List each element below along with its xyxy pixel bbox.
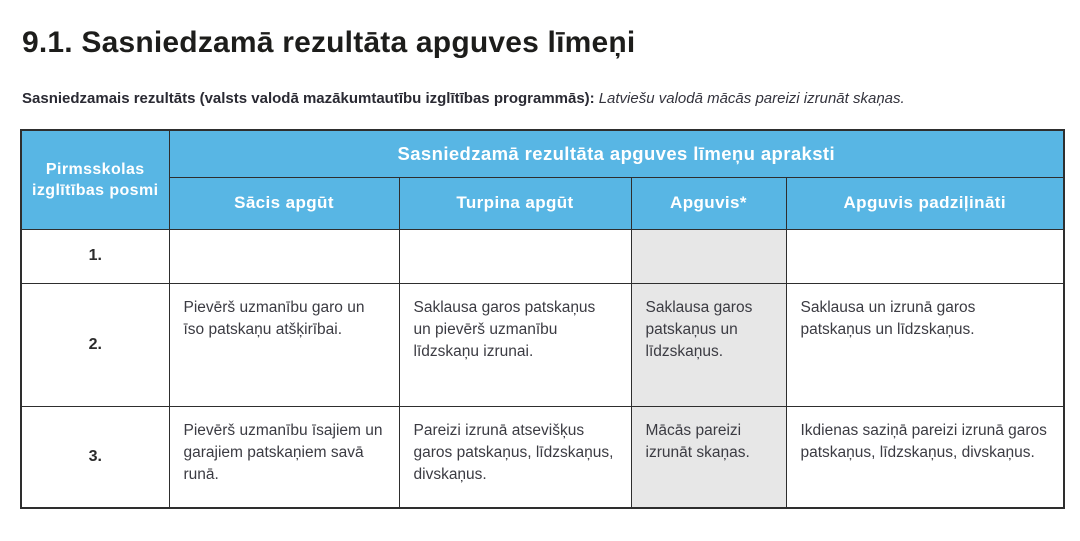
level-cell-padzilinati <box>785 228 1065 284</box>
level-cell-apguvis: Mācās pareizi izrunāt skaņas. <box>630 405 787 509</box>
stage-cell: 1. <box>20 228 170 284</box>
table-row-stage-2: 2. Pievērš uzmanību garo un īso patskaņu… <box>20 282 1065 407</box>
level-cell-sacis: Pievērš uzmanību īsajiem un garajiem pat… <box>168 405 400 509</box>
level-cell-padzilinati: Saklausa un izrunā garos patskaņus un lī… <box>785 282 1065 407</box>
level-cell-sacis: Pievērš uzmanību garo un īso patskaņu at… <box>168 282 400 407</box>
column-header-sacis-apgut: Sācis apgūt <box>168 176 400 230</box>
table-header-row-levels: Sācis apgūt Turpina apgūt Apguvis* Apguv… <box>21 176 1065 230</box>
column-header-stages: Pirmsskolas izglītības posmi <box>20 129 170 230</box>
level-cell-padzilinati: Ikdienas saziņā pareizi izrunā garos pat… <box>785 405 1065 509</box>
achievement-levels-table: Pirmsskolas izglītības posmi Sasniedzamā… <box>20 129 1065 509</box>
achievement-subtitle: Sasniedzamais rezultāts (valsts valodā m… <box>22 90 1060 107</box>
level-cell-turpina <box>398 228 632 284</box>
document-page: 9.1. Sasniedzamā rezultāta apguves līmeņ… <box>20 26 1065 509</box>
table-row-stage-3: 3. Pievērš uzmanību īsajiem un garajiem … <box>20 405 1065 509</box>
column-header-apguvis-padzilinati: Apguvis padziļināti <box>785 176 1065 230</box>
stage-cell: 3. <box>20 405 170 509</box>
table-row-stage-1: 1. <box>20 228 1065 284</box>
table-body: 1. 2. Pievērš uzmanību garo un īso patsk… <box>20 228 1065 509</box>
level-cell-turpina: Saklausa garos patskaņus un pievērš uzma… <box>398 282 632 407</box>
subtitle-label: Sasniedzamais rezultāts (valsts valodā m… <box>22 90 595 107</box>
level-cell-turpina: Pareizi izrunā atsevišķus garos patskaņu… <box>398 405 632 509</box>
level-cell-sacis <box>168 228 400 284</box>
level-cell-apguvis <box>630 228 787 284</box>
page-title: 9.1. Sasniedzamā rezultāta apguves līmeņ… <box>22 26 636 59</box>
subtitle-value: Latviešu valodā mācās pareizi izrunāt sk… <box>598 90 905 107</box>
table-header-row-main: Pirmsskolas izglītības posmi Sasniedzamā… <box>20 129 1065 230</box>
level-cell-apguvis: Saklausa garos patskaņus un līdzskaņus. <box>630 282 787 407</box>
column-header-turpina-apgut: Turpina apgūt <box>398 176 632 230</box>
stage-cell: 2. <box>20 282 170 407</box>
column-header-apguvis: Apguvis* <box>630 176 787 230</box>
table-header: Pirmsskolas izglītības posmi Sasniedzamā… <box>20 129 1065 230</box>
table-main-header: Sasniedzamā rezultāta apguves līmeņu apr… <box>168 129 1065 178</box>
